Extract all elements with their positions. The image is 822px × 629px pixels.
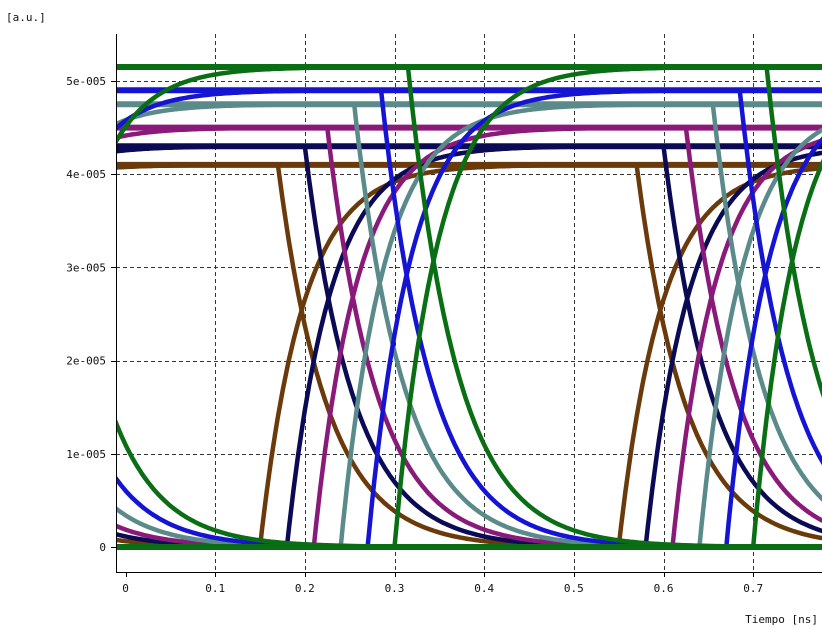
x-tick-label: 0.7 [743, 582, 763, 595]
series-6-trace [116, 64, 822, 399]
x-tick-label: 0.4 [474, 582, 494, 595]
series-5-trace [116, 136, 822, 550]
y-tick-label: 1e-005 [66, 448, 106, 461]
series-1-trace [116, 166, 822, 550]
series-1-trace [116, 162, 822, 541]
series-4-trace [116, 102, 822, 550]
x-axis-label: Tiempo [ns] [745, 613, 818, 626]
series-3-trace [116, 125, 822, 550]
x-tick-label: 0.3 [385, 582, 405, 595]
series-2-trace [116, 143, 822, 550]
y-tick-label: 3e-005 [66, 261, 106, 274]
x-tick-label: 0.1 [205, 582, 225, 595]
y-axis-unit-label: [a.u.] [6, 11, 46, 24]
x-tick-label: 0.5 [564, 582, 584, 595]
series-5-trace [116, 88, 822, 550]
series-3-trace [116, 138, 822, 550]
series-4-trace [116, 102, 822, 550]
axis-ticks: 0 0.1 0.2 0.3 0.4 0.5 0.6 0.7 0 1e-005 2e-005 3e-00… [66, 75, 763, 595]
series-5-trace [116, 88, 822, 466]
series-3-trace [116, 125, 822, 523]
y-tick-label: 2e-005 [66, 355, 106, 368]
x-tick-label: 0.6 [654, 582, 674, 595]
y-tick-label: 4e-005 [66, 168, 106, 181]
series-6-trace [116, 416, 822, 550]
series-5-trace [116, 88, 822, 550]
series-2-trace [116, 143, 822, 534]
series-group [116, 64, 822, 550]
x-tick-label: 0.2 [295, 582, 315, 595]
series-6-trace [116, 64, 822, 550]
x-tick-label: 0 [122, 582, 129, 595]
y-tick-label: 0 [99, 541, 106, 554]
series-6-trace [116, 64, 822, 550]
y-tick-label: 5e-005 [66, 75, 106, 88]
grid-lines [116, 34, 822, 572]
series-4-trace [116, 127, 822, 550]
